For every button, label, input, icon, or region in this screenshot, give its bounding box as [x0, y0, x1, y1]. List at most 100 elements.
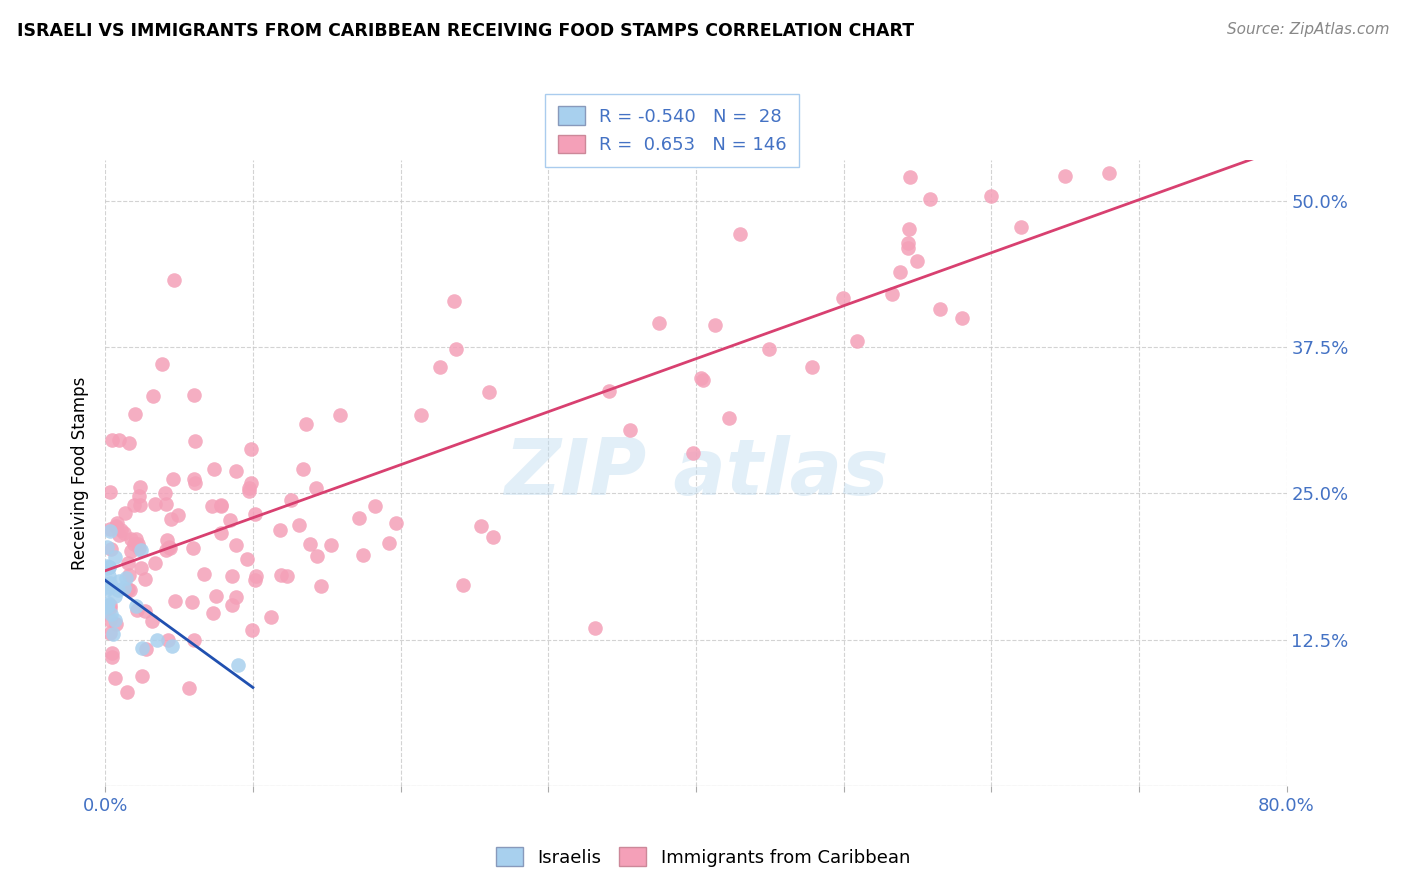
Point — [482, 531, 505, 545]
Point — [236, 552, 259, 566]
Point — [117, 685, 139, 699]
Point — [105, 516, 128, 530]
Legend: Israelis, Immigrants from Caribbean: Israelis, Immigrants from Caribbean — [486, 838, 920, 876]
Point — [135, 642, 157, 657]
Point — [134, 572, 156, 586]
Point — [429, 360, 451, 375]
Point — [131, 640, 153, 655]
Point — [352, 549, 374, 563]
Point — [155, 497, 177, 511]
Point — [920, 193, 942, 207]
Point — [718, 410, 741, 425]
Point — [846, 334, 869, 348]
Point — [305, 481, 328, 495]
Point — [122, 498, 145, 512]
Point — [101, 646, 124, 660]
Point — [98, 524, 121, 539]
Point — [163, 273, 186, 287]
Point — [98, 575, 121, 590]
Point — [104, 613, 127, 627]
Point — [108, 574, 131, 588]
Point — [114, 506, 136, 520]
Legend: R = -0.540   N =  28, R =  0.653   N = 146: R = -0.540 N = 28, R = 0.653 N = 146 — [546, 94, 800, 167]
Point — [96, 598, 118, 612]
Point — [598, 384, 620, 398]
Point — [146, 632, 169, 647]
Point — [905, 253, 928, 268]
Point — [728, 227, 751, 242]
Point — [242, 623, 264, 637]
Y-axis label: Receiving Food Stamps: Receiving Food Stamps — [72, 376, 89, 570]
Point — [183, 387, 205, 401]
Point — [105, 617, 128, 632]
Point — [101, 433, 124, 447]
Point — [889, 265, 911, 279]
Point — [209, 499, 232, 513]
Point — [131, 542, 153, 557]
Text: ZIP atlas: ZIP atlas — [503, 435, 889, 511]
Point — [157, 633, 180, 648]
Point — [167, 508, 190, 523]
Point — [245, 569, 267, 583]
Point — [243, 507, 266, 521]
Point — [897, 222, 920, 236]
Text: ISRAELI VS IMMIGRANTS FROM CARIBBEAN RECEIVING FOOD STAMPS CORRELATION CHART: ISRAELI VS IMMIGRANTS FROM CARIBBEAN REC… — [17, 22, 914, 40]
Point — [347, 511, 370, 525]
Point — [305, 549, 328, 563]
Point — [478, 385, 501, 400]
Text: Source: ZipAtlas.com: Source: ZipAtlas.com — [1226, 22, 1389, 37]
Point — [801, 359, 824, 374]
Point — [209, 498, 232, 512]
Point — [704, 318, 727, 333]
Point — [205, 589, 228, 603]
Point — [897, 241, 920, 255]
Point — [209, 526, 232, 541]
Point — [270, 568, 292, 582]
Point — [143, 556, 166, 570]
Point — [128, 479, 150, 493]
Point — [104, 519, 127, 533]
Point — [225, 590, 247, 604]
Point — [240, 476, 263, 491]
Point — [619, 423, 641, 437]
Point — [128, 489, 150, 503]
Point — [150, 357, 173, 371]
Point — [125, 603, 148, 617]
Point — [115, 571, 138, 585]
Point — [129, 498, 152, 512]
Point — [193, 566, 215, 581]
Point — [120, 533, 142, 547]
Point — [118, 567, 141, 582]
Point — [238, 481, 260, 495]
Point — [269, 523, 291, 537]
Point — [225, 464, 247, 478]
Point — [97, 560, 120, 574]
Point — [117, 582, 139, 597]
Point — [177, 681, 200, 695]
Point — [96, 600, 118, 615]
Point — [184, 434, 207, 449]
Point — [128, 541, 150, 556]
Point — [225, 537, 247, 551]
Point — [100, 607, 122, 621]
Point — [159, 541, 181, 555]
Point — [101, 649, 124, 664]
Point — [157, 540, 180, 554]
Point — [758, 343, 780, 357]
Point — [153, 486, 176, 500]
Point — [319, 538, 342, 552]
Point — [240, 442, 263, 457]
Point — [118, 435, 141, 450]
Point — [221, 599, 243, 613]
Point — [444, 342, 467, 356]
Point — [124, 407, 146, 421]
Point — [112, 525, 135, 540]
Point — [299, 536, 322, 550]
Point — [98, 485, 121, 500]
Point — [98, 626, 121, 640]
Point — [131, 668, 153, 682]
Point — [243, 573, 266, 587]
Point — [385, 516, 408, 530]
Point — [104, 671, 127, 685]
Point — [124, 533, 146, 547]
